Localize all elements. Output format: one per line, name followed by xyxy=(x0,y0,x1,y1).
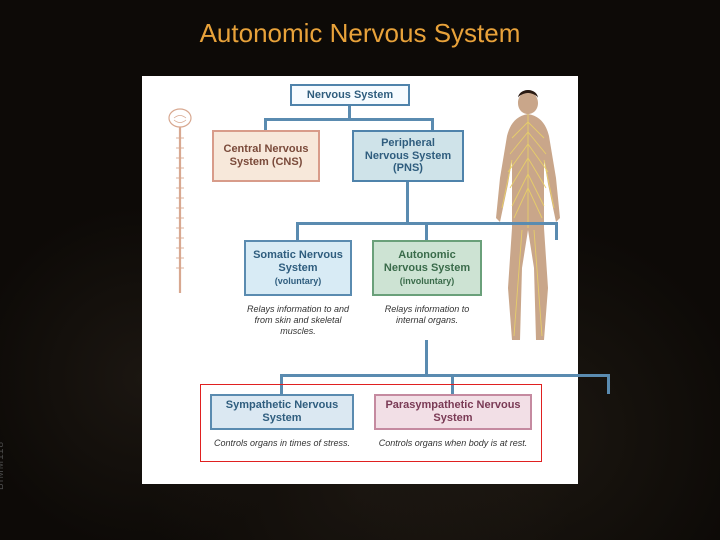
connector xyxy=(425,222,428,240)
connector xyxy=(264,118,267,130)
spine-icon xyxy=(166,108,194,298)
diagram: Nervous System Central Nervous System (CN… xyxy=(142,76,578,484)
node-pns: Peripheral Nervous System (PNS) xyxy=(352,130,464,182)
node-label: Somatic Nervous System xyxy=(252,249,344,274)
node-somatic: Somatic Nervous System (voluntary) xyxy=(244,240,352,296)
node-label: Peripheral Nervous System (PNS) xyxy=(360,137,456,175)
connector xyxy=(431,118,434,130)
watermark: BIMM118 xyxy=(0,441,6,490)
node-label: Central Nervous System (CNS) xyxy=(220,143,312,168)
connector xyxy=(264,118,434,121)
highlight-box xyxy=(200,384,542,462)
node-desc: Relays information to and from skin and … xyxy=(244,304,352,336)
connector xyxy=(406,182,409,222)
node-label: Autonomic Nervous System xyxy=(380,249,474,274)
diagram-container: Nervous System Central Nervous System (CN… xyxy=(142,76,578,484)
connector xyxy=(555,222,558,240)
connector xyxy=(280,374,610,377)
connector xyxy=(348,106,351,118)
node-desc: Relays information to internal organs. xyxy=(372,304,482,326)
node-label: Nervous System xyxy=(307,89,393,102)
node-root: Nervous System xyxy=(290,84,410,106)
node-autonomic: Autonomic Nervous System (involuntary) xyxy=(372,240,482,296)
connector xyxy=(296,222,299,240)
node-sublabel: (involuntary) xyxy=(400,276,455,286)
node-cns: Central Nervous System (CNS) xyxy=(212,130,320,182)
connector xyxy=(607,374,610,394)
connector xyxy=(425,340,428,374)
page-title: Autonomic Nervous System xyxy=(0,18,720,49)
body-icon xyxy=(482,88,574,346)
node-sublabel: (voluntary) xyxy=(275,276,322,286)
